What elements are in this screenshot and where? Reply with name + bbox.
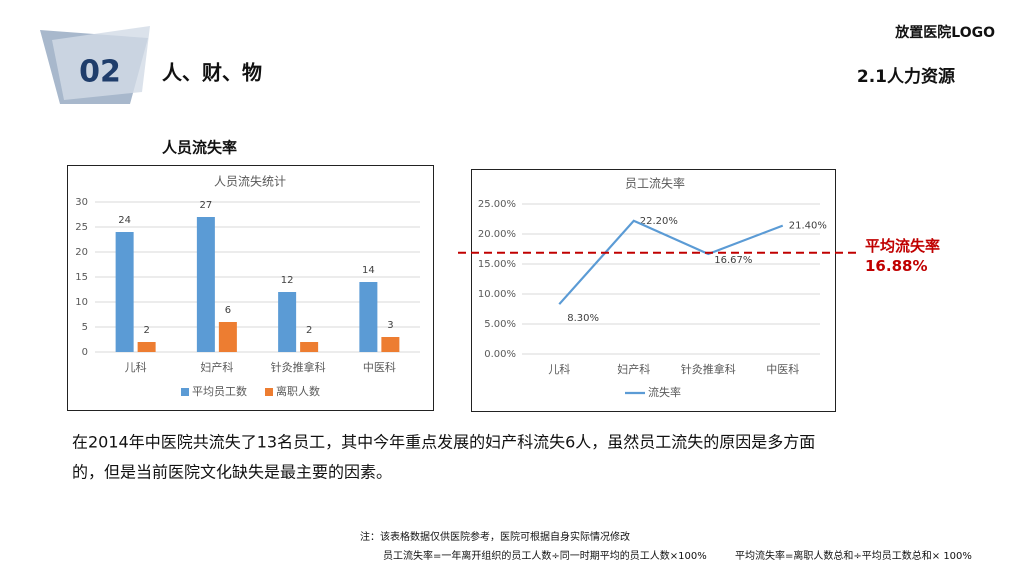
subtitle: 人员流失率: [162, 139, 237, 157]
x-tick-label: 妇产科: [617, 362, 650, 376]
x-tick-label: 中医科: [363, 360, 396, 374]
chart-title: 员工流失率: [625, 176, 685, 191]
bar: [359, 282, 378, 352]
x-tick-label: 针灸推拿科: [681, 362, 736, 376]
bar: [196, 217, 215, 352]
paragraph: 的，但是当前医院文化缺失是最主要的因素。: [72, 463, 392, 482]
section-title: 2.1人力资源: [857, 66, 955, 87]
legend-swatch: [265, 388, 273, 396]
y-tick-label: 15: [75, 272, 88, 283]
y-tick-label: 30: [75, 197, 88, 208]
legend-label: 平均员工数: [192, 385, 247, 398]
x-tick-label: 妇产科: [200, 360, 233, 374]
y-tick-label: 25.00%: [478, 199, 516, 210]
y-tick-label: 15.00%: [478, 259, 516, 270]
x-tick-label: 儿科: [548, 362, 570, 376]
note: 员工流失率=一年离开组织的员工人数÷同一时期平均的员工人数×100%: [383, 549, 707, 562]
legend-label: 流失率: [648, 385, 681, 399]
data-label: 16.67%: [714, 255, 752, 266]
data-label: 2: [143, 325, 149, 336]
y-tick-label: 0: [82, 347, 88, 358]
data-label: 12: [281, 275, 294, 286]
x-tick-label: 针灸推拿科: [271, 360, 326, 374]
data-label: 24: [118, 215, 131, 226]
reference-value: 16.88%: [865, 257, 927, 275]
bar: [300, 342, 319, 352]
line: [558, 219, 784, 305]
y-tick-label: 20.00%: [478, 229, 516, 240]
paragraph: 在2014年中医院共流失了13名员工，其中今年重点发展的妇产科流失6人，虽然员工…: [72, 433, 815, 452]
x-tick-label: 儿科: [125, 360, 147, 374]
legend-label: 离职人数: [276, 384, 320, 398]
chart-frame: [471, 169, 836, 412]
data-label: 22.20%: [640, 216, 678, 227]
data-label: 21.40%: [789, 221, 827, 232]
chart-title: 人员流失统计: [214, 174, 286, 189]
bar: [137, 342, 156, 352]
bar: [115, 232, 134, 352]
y-tick-label: 5: [82, 322, 88, 333]
deco: [52, 26, 150, 100]
data-label: 6: [225, 305, 231, 316]
y-tick-label: 10: [75, 297, 88, 308]
note: 平均流失率=离职人数总和÷平均员工数总和× 100%: [735, 549, 972, 562]
note: 注：该表格数据仅供医院参考，医院可根据自身实际情况修改: [360, 530, 630, 543]
logo: 放置医院LOGO: [894, 24, 995, 41]
y-tick-label: 25: [75, 222, 88, 233]
y-tick-label: 10.00%: [478, 289, 516, 300]
legend-swatch: [181, 388, 189, 396]
y-tick-label: 0.00%: [484, 349, 516, 360]
data-label: 3: [387, 320, 393, 331]
y-tick-label: 20: [75, 247, 88, 258]
data-label: 8.30%: [567, 313, 599, 324]
bar: [218, 322, 237, 352]
data-label: 14: [362, 265, 375, 276]
y-tick-label: 5.00%: [484, 319, 516, 330]
reference-label: 平均流失率: [865, 237, 940, 255]
data-label: 27: [200, 200, 213, 211]
header-title: 人、财、物: [162, 61, 262, 85]
x-tick-label: 中医科: [766, 362, 799, 376]
bar: [381, 337, 400, 352]
bar: [278, 292, 297, 352]
section-number: 02: [79, 55, 121, 90]
data-label: 2: [306, 325, 312, 336]
